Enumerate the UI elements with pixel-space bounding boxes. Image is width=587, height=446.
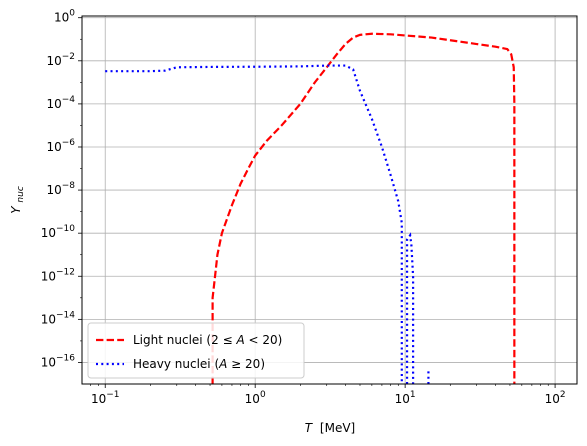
legend-label-heavy-suffix: ≥ 20) [227, 357, 265, 371]
y-tick-label: 10−14 [41, 310, 76, 326]
legend-box [87, 322, 305, 379]
series-line-heavy-nuclei-segment-0 [105, 64, 403, 384]
legend-label-light-var: A [235, 333, 244, 347]
x-tick-label: 102 [545, 390, 566, 406]
x-tick-label: 10−1 [91, 390, 120, 406]
y-tick-label: 10−16 [41, 353, 76, 369]
x-axis-ticks: 10−1 100 101 102 [90, 384, 566, 406]
legend-label-heavy-prefix: Heavy nuclei ( [133, 357, 219, 371]
y-tick-label: 100 [54, 9, 75, 25]
y-tick-label: 10−8 [46, 181, 75, 197]
y-axis-label-subscript: nuc [16, 186, 26, 202]
y-axis-ticks: 100 10−2 10−4 10−6 10−8 10−10 10−12 10−14 10−16 [41, 9, 82, 369]
legend: Light nuclei (2 ≤ A < 20) Heavy nuclei (… [87, 322, 305, 379]
legend-label-heavy-var: A [218, 357, 227, 371]
legend-label-light-prefix: Light nuclei (2 ≤ [133, 333, 236, 347]
legend-label-heavy-nuclei: Heavy nuclei (A ≥ 20) [133, 357, 265, 371]
y-tick-label: 10−2 [46, 52, 75, 68]
x-axis-label: T [MeV] [305, 421, 355, 435]
y-tick-label: 10−6 [46, 138, 75, 154]
series-line-heavy-nuclei-segment-1 [405, 232, 415, 384]
y-tick-label: 10−4 [46, 95, 75, 111]
legend-label-light-suffix: < 20) [245, 333, 283, 347]
x-axis-label-variable: T [305, 421, 314, 435]
legend-label-light-nuclei: Light nuclei (2 ≤ A < 20) [133, 333, 282, 347]
y-tick-label: 10−10 [41, 224, 76, 240]
y-axis-label: Y nuc [9, 186, 26, 214]
plot-frame [81, 15, 578, 385]
x-tick-label: 101 [395, 390, 416, 406]
y-axis-label-variable: Y [9, 205, 23, 214]
series-layer [105, 32, 516, 384]
x-axis-label-unit: [MeV] [320, 421, 355, 435]
y-tick-label: 10−12 [41, 267, 75, 283]
x-tick-label: 100 [245, 390, 266, 406]
grid-lines [82, 16, 577, 384]
series-line-light-nuclei-segment-0 [211, 32, 516, 384]
